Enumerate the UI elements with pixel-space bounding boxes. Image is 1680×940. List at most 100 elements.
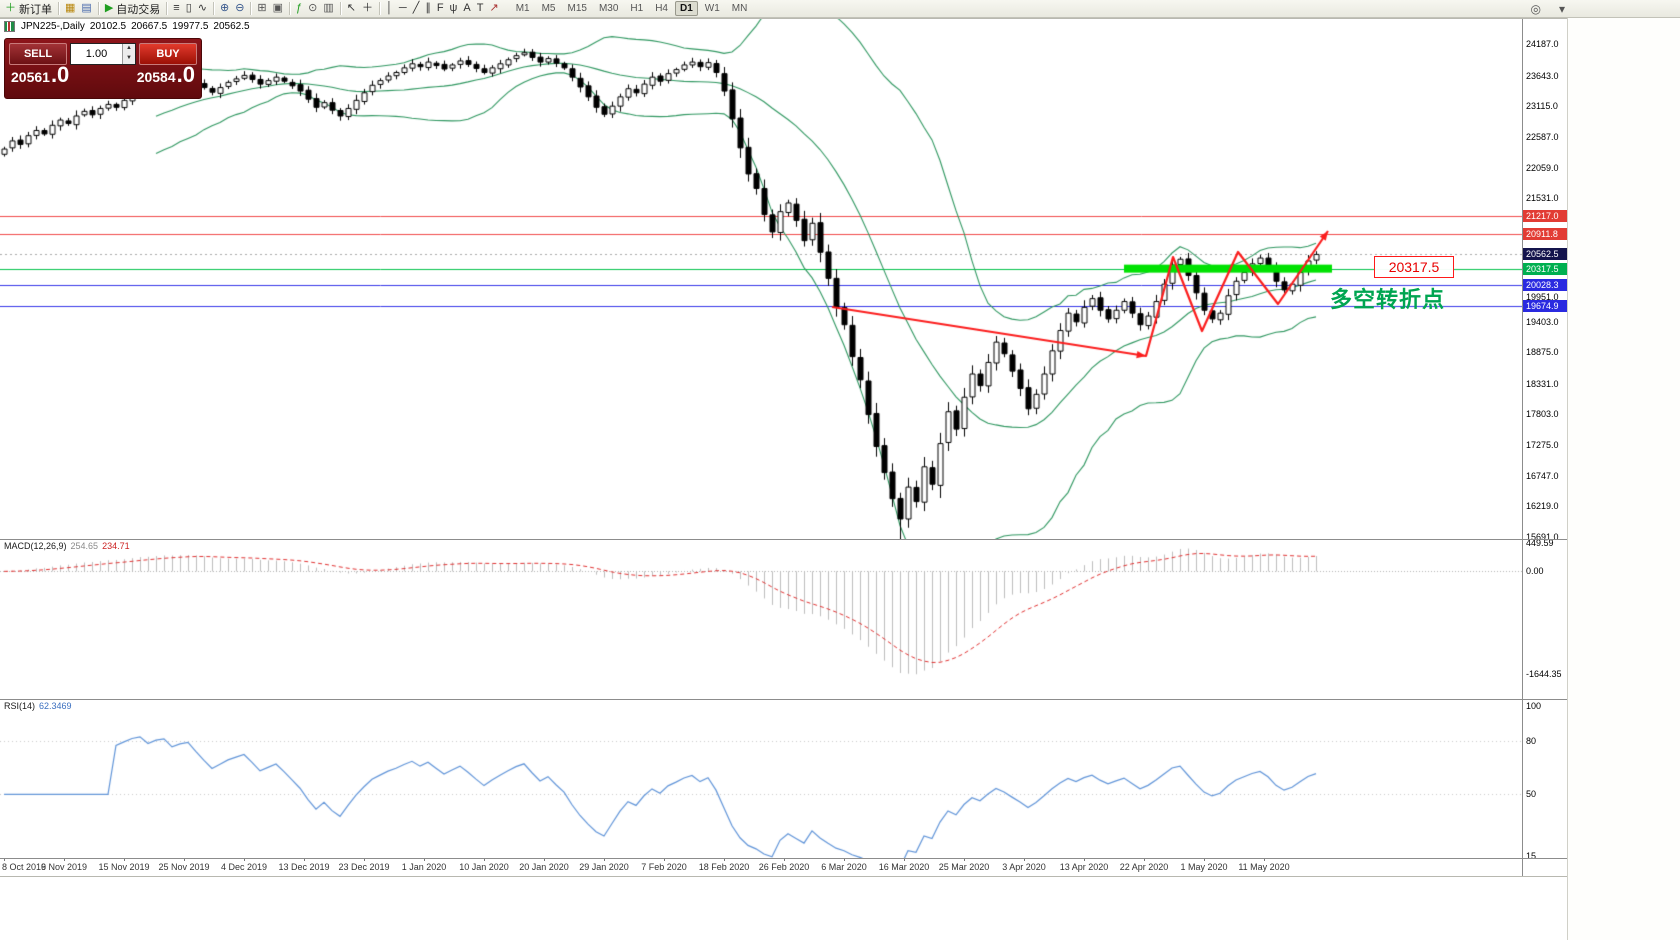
- price-tick: 17803.0: [1526, 409, 1559, 420]
- timeframe-m5[interactable]: M5: [541, 3, 556, 14]
- chart-mini-icon: [4, 21, 15, 32]
- fibonacci-icon[interactable]: F: [434, 1, 447, 16]
- time-tick: [364, 858, 365, 861]
- time-tick: [424, 858, 425, 861]
- chart-window-icon[interactable]: ▦: [62, 1, 78, 16]
- time-tick: [4, 858, 5, 861]
- time-tick: [904, 858, 905, 861]
- time-tick: [1024, 858, 1025, 861]
- timeframe-m15[interactable]: M15: [567, 3, 587, 14]
- candlestick-chart-icon[interactable]: ▯: [183, 1, 195, 16]
- time-tick: [184, 858, 185, 861]
- macd-value-main: 254.65: [70, 541, 99, 551]
- time-label: 25 Nov 2019: [158, 862, 210, 872]
- new-order-button[interactable]: ＋新订单: [2, 1, 55, 16]
- time-tick: [844, 858, 845, 861]
- timeframe-h4[interactable]: H4: [655, 3, 668, 14]
- price-annotation-box: 20317.5: [1374, 256, 1454, 278]
- macd-canvas[interactable]: [0, 539, 1522, 699]
- volume-value[interactable]: 1.00: [85, 48, 108, 60]
- time-tick: [544, 858, 545, 861]
- line-chart-icon: ∿: [197, 2, 207, 14]
- price-tag-20562.5: 20562.5: [1523, 248, 1567, 261]
- bar-chart-icon[interactable]: ≡: [170, 1, 182, 16]
- time-label: 8 Oct 2019: [2, 862, 47, 872]
- time-label: 7 Feb 2020: [641, 862, 687, 872]
- text-label-icon[interactable]: T: [474, 1, 487, 16]
- volume-stepper[interactable]: 1.00 ▲ ▼: [70, 43, 136, 65]
- timeframe-m30[interactable]: M30: [598, 3, 619, 14]
- andrews-pitchfork-icon[interactable]: ψ: [447, 1, 461, 16]
- time-tick: [244, 858, 245, 861]
- toolbar-separator: [212, 2, 214, 15]
- equidistant-channel-icon[interactable]: ∥: [422, 1, 434, 16]
- periods-icon[interactable]: ⊙: [305, 1, 320, 16]
- indicators-icon[interactable]: ƒ: [293, 1, 305, 16]
- cascade-windows-icon[interactable]: ▣: [270, 1, 286, 16]
- one-click-trading-panel: SELL 1.00 ▲ ▼ BUY 20561.0 20584.0: [4, 38, 202, 99]
- time-axis[interactable]: 8 Oct 2019 6 Nov 2019 15 Nov 2019 25 Nov 20…: [0, 858, 1522, 876]
- time-tick: [724, 858, 725, 861]
- timeframe-mn[interactable]: MN: [731, 3, 748, 14]
- zoom-in-icon[interactable]: ⊕: [217, 1, 232, 16]
- cursor-icon[interactable]: ↖: [344, 1, 359, 16]
- price-tick: 22587.0: [1526, 132, 1559, 143]
- arrows-icon[interactable]: ↗: [486, 1, 501, 16]
- macd-axis-tick: -1644.35: [1526, 668, 1562, 679]
- time-tick: [124, 858, 125, 861]
- price-tick: 16747.0: [1526, 470, 1559, 481]
- buy-price-main: 20584: [136, 69, 176, 85]
- pointer-select-icon[interactable]: ▾: [1558, 1, 1565, 16]
- bar-chart-icon: ≡: [173, 2, 180, 14]
- timeframe-d1[interactable]: D1: [675, 1, 698, 16]
- timeframe-w1[interactable]: W1: [704, 3, 720, 14]
- vertical-line-icon: │: [386, 2, 393, 14]
- templates-icon[interactable]: ▥: [320, 1, 336, 16]
- price-axis[interactable]: 21217.0 20911.8 20562.5 20317.5 20028.3 19674…: [1522, 18, 1568, 876]
- tile-windows-icon: ⊞: [257, 2, 267, 14]
- rsi-axis-tick: 80: [1526, 736, 1537, 747]
- trendline-icon[interactable]: ╱: [410, 1, 423, 16]
- magnifier-icon[interactable]: ◎: [1530, 1, 1541, 16]
- time-label: 6 Nov 2019: [40, 862, 88, 872]
- line-chart-icon[interactable]: ∿: [195, 1, 210, 16]
- vertical-line-icon[interactable]: │: [383, 1, 396, 16]
- buy-button[interactable]: BUY: [139, 43, 197, 65]
- time-tick: [1084, 858, 1085, 861]
- autotrading-button[interactable]: ▶ 自动交易: [102, 1, 163, 16]
- macd-value-signal: 234.71: [102, 541, 130, 551]
- horizontal-line-icon[interactable]: ─: [396, 1, 410, 16]
- zoom-out-icon[interactable]: ⊖: [232, 1, 247, 16]
- fibonacci-icon: F: [436, 2, 444, 14]
- rsi-canvas[interactable]: [0, 699, 1522, 858]
- periods-icon: ⊙: [308, 2, 318, 14]
- time-label: 26 Feb 2020: [758, 862, 810, 872]
- volume-up-icon[interactable]: ▲: [126, 45, 132, 51]
- timeframe-m1[interactable]: M1: [515, 3, 530, 14]
- main-chart-panel: JPN225-,Daily 20102.5 20667.5 19977.5 20…: [0, 18, 1522, 539]
- sell-button[interactable]: SELL: [9, 43, 67, 65]
- right-margin: [1567, 18, 1680, 940]
- turning-point-label: 多空转折点: [1330, 287, 1446, 312]
- rsi-name: RSI(14): [4, 701, 36, 711]
- timeframe-h1[interactable]: H1: [630, 3, 644, 14]
- toolbar-separator: [166, 2, 168, 15]
- time-axis-separator: [0, 858, 1567, 859]
- time-label: 6 Mar 2020: [821, 862, 867, 872]
- time-label: 10 Jan 2020: [459, 862, 509, 872]
- crosshair-icon[interactable]: ＋: [359, 1, 376, 16]
- profiles-icon: ▤: [81, 2, 92, 14]
- rsi-label: RSI(14) 62.3469: [4, 701, 72, 711]
- andrews-pitchfork-icon: ψ: [449, 2, 458, 14]
- time-tick: [484, 858, 485, 861]
- main-chart-canvas[interactable]: [0, 18, 1522, 539]
- indicators-icon: ƒ: [296, 2, 303, 14]
- tile-windows-icon[interactable]: ⊞: [254, 1, 269, 16]
- rsi-axis-tick: 15: [1526, 851, 1537, 862]
- text-icon[interactable]: A: [460, 1, 473, 16]
- time-tick: [784, 858, 785, 861]
- price-tick: 19951.0: [1526, 291, 1559, 302]
- volume-down-icon[interactable]: ▼: [126, 55, 132, 61]
- profiles-icon[interactable]: ▤: [78, 1, 94, 16]
- buy-price-pips: .0: [176, 62, 195, 87]
